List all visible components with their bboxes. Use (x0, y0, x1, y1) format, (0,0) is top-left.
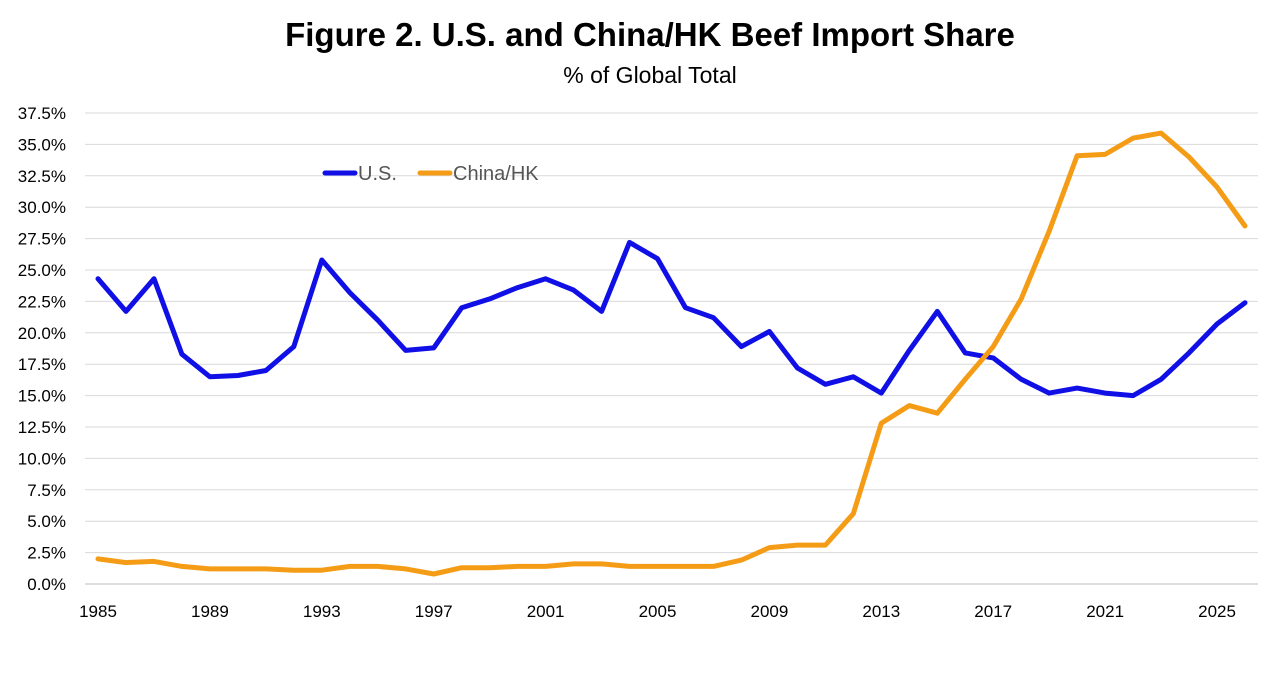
x-tick-label: 2021 (1086, 602, 1124, 621)
x-axis-ticks: 1985 1989 1993 1997 2001 2005 2009 2013 2017 2021… (79, 602, 1236, 621)
y-tick-label: 25.0% (18, 261, 66, 280)
y-tick-label: 37.5% (18, 104, 66, 123)
y-tick-label: 2.5% (27, 544, 66, 563)
x-tick-label: 2025 (1198, 602, 1236, 621)
x-tick-label: 1993 (303, 602, 341, 621)
y-tick-label: 17.5% (18, 355, 66, 374)
y-tick-label: 27.5% (18, 230, 66, 249)
chart-title: Figure 2. U.S. and China/HK Beef Import … (285, 16, 1015, 53)
y-tick-label: 12.5% (18, 418, 66, 437)
x-tick-label: 2013 (862, 602, 900, 621)
y-tick-label: 30.0% (18, 198, 66, 217)
x-tick-label: 2005 (639, 602, 677, 621)
legend: U.S. China/HK (322, 163, 539, 185)
legend-label: China/HK (453, 163, 539, 185)
legend-label: U.S. (358, 163, 397, 185)
x-tick-label: 2009 (751, 602, 789, 621)
y-tick-label: 7.5% (27, 481, 66, 500)
y-tick-label: 0.0% (27, 575, 66, 594)
x-tick-label: 1985 (79, 602, 117, 621)
series-line-us (95, 239, 1248, 399)
y-tick-label: 32.5% (18, 167, 66, 186)
y-tick-label: 15.0% (18, 387, 66, 406)
y-tick-label: 22.5% (18, 292, 66, 311)
x-tick-label: 2017 (974, 602, 1012, 621)
y-tick-label: 5.0% (27, 512, 66, 531)
x-tick-label: 1997 (415, 602, 453, 621)
y-axis-ticks: 0.0% 2.5% 5.0% 7.5% 10.0% 12.5% 15.0% 17.5% 20.0… (18, 104, 66, 594)
x-tick-label: 1989 (191, 602, 229, 621)
x-tick-label: 2001 (527, 602, 565, 621)
series-lines (95, 130, 1248, 577)
y-tick-label: 20.0% (18, 324, 66, 343)
y-tick-label: 10.0% (18, 449, 66, 468)
gridlines (85, 112, 1258, 585)
series-line-china-hk (95, 130, 1248, 577)
chart-subtitle: % of Global Total (563, 62, 737, 88)
y-tick-label: 35.0% (18, 135, 66, 154)
